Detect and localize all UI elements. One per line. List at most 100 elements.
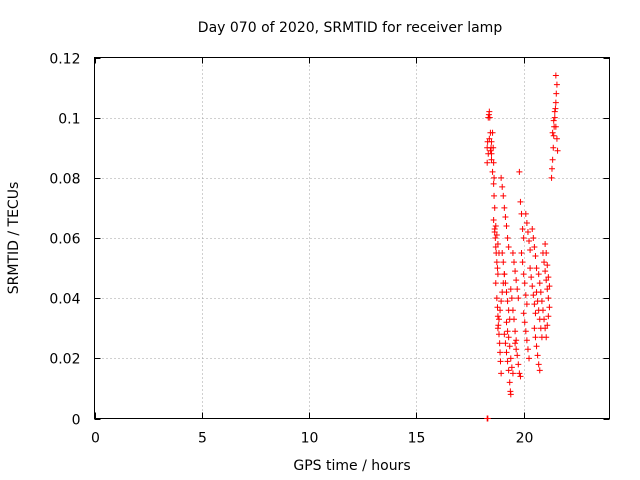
data-point xyxy=(509,250,516,257)
data-point xyxy=(541,316,548,323)
data-point xyxy=(489,168,496,175)
data-point xyxy=(502,213,509,220)
data-point xyxy=(520,271,527,278)
data-point xyxy=(549,156,556,163)
data-point xyxy=(502,280,509,287)
data-point xyxy=(553,135,560,142)
data-point xyxy=(509,370,516,377)
data-point xyxy=(531,244,538,251)
data-point xyxy=(544,262,551,269)
data-point xyxy=(529,225,536,232)
data-point xyxy=(528,274,535,281)
data-point xyxy=(494,241,501,248)
data-point xyxy=(532,334,539,341)
data-point xyxy=(484,159,491,166)
data-point xyxy=(497,349,504,356)
data-point xyxy=(550,117,557,124)
data-point xyxy=(501,331,508,338)
data-point xyxy=(543,277,550,284)
data-point xyxy=(498,298,505,305)
x-tick-label: 0 xyxy=(91,431,100,447)
data-point xyxy=(516,370,523,377)
data-point xyxy=(545,295,552,302)
data-point xyxy=(509,307,516,314)
data-point xyxy=(505,244,512,251)
data-point xyxy=(515,361,522,368)
y-tick-label: 0.08 xyxy=(49,172,80,188)
data-point xyxy=(486,108,493,115)
data-point xyxy=(512,340,519,347)
data-point xyxy=(516,168,523,175)
data-point xyxy=(552,72,559,79)
data-point xyxy=(498,174,505,181)
data-point xyxy=(491,192,498,199)
data-point xyxy=(531,325,538,332)
data-point xyxy=(514,352,521,359)
y-tick-labels: 0 0.02 0.04 0.06 0.08 0.1 0.12 xyxy=(49,52,80,429)
data-point xyxy=(507,286,514,293)
data-point xyxy=(520,310,527,317)
data-point xyxy=(494,313,501,320)
data-point xyxy=(493,295,500,302)
data-point xyxy=(552,105,559,112)
data-point xyxy=(492,280,499,287)
data-point xyxy=(504,328,511,335)
data-point xyxy=(513,346,520,353)
data-point xyxy=(503,289,510,296)
x-tick-label: 5 xyxy=(198,431,207,447)
data-points xyxy=(484,72,561,422)
data-point xyxy=(486,114,493,121)
data-point xyxy=(499,183,506,190)
data-point xyxy=(501,271,508,278)
data-point xyxy=(549,129,556,136)
data-point xyxy=(507,355,514,362)
data-point xyxy=(498,370,505,377)
data-point xyxy=(521,319,528,326)
data-point xyxy=(490,180,497,187)
data-point xyxy=(501,204,508,211)
data-point xyxy=(499,250,506,257)
data-point xyxy=(539,307,546,314)
data-point xyxy=(530,235,537,241)
data-point xyxy=(518,250,525,257)
data-point xyxy=(492,244,499,251)
data-point xyxy=(504,358,511,365)
data-point xyxy=(486,135,493,142)
data-point xyxy=(522,292,529,299)
data-point xyxy=(491,174,498,181)
data-point xyxy=(548,165,555,172)
data-point xyxy=(494,271,501,278)
data-point xyxy=(490,144,497,151)
x-tick-label: 15 xyxy=(408,431,426,447)
data-point xyxy=(497,358,504,365)
data-point xyxy=(502,340,509,347)
y-tick-label: 0.06 xyxy=(49,232,80,248)
data-point xyxy=(522,210,529,217)
data-point xyxy=(532,310,539,317)
data-point xyxy=(492,235,499,241)
data-point xyxy=(484,415,491,422)
data-point xyxy=(497,307,504,314)
data-point xyxy=(503,319,510,326)
data-point xyxy=(495,316,502,323)
data-point xyxy=(548,174,555,181)
data-point xyxy=(488,138,495,145)
y-tick-label: 0.02 xyxy=(49,352,80,368)
data-point xyxy=(488,156,495,163)
data-point xyxy=(515,295,522,302)
data-point xyxy=(536,280,543,287)
data-point xyxy=(535,361,542,368)
data-point xyxy=(507,391,514,398)
data-point xyxy=(496,340,503,347)
data-point xyxy=(493,259,500,266)
data-point xyxy=(503,349,510,356)
y-tick-label: 0.12 xyxy=(49,52,80,68)
data-point xyxy=(494,265,501,272)
data-point xyxy=(531,301,538,308)
chart-title: Day 070 of 2020, SRMTID for receiver lam… xyxy=(198,20,503,36)
data-point xyxy=(526,355,533,362)
y-tick-label: 0 xyxy=(72,413,81,429)
data-point xyxy=(553,81,560,88)
data-point xyxy=(535,271,542,278)
